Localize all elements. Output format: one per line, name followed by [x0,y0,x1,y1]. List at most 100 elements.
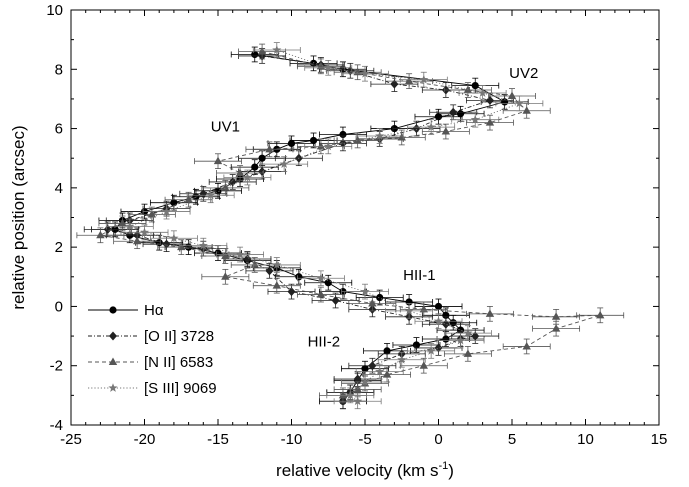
data-point [125,221,135,231]
y-tick-label: 0 [55,298,63,315]
data-point [360,68,370,78]
annotation-label: UV2 [509,65,538,82]
x-tick-label: -10 [281,431,303,448]
data-point [118,218,127,227]
data-point [309,136,318,145]
legend: Hα [O II] 3728 [N II] 6583 [S III] 9069 [82,295,252,407]
data-point [221,251,230,260]
data-point [287,139,296,147]
data-point [338,138,347,148]
data-point [433,316,444,326]
data-point [456,110,465,118]
x-tick-label: -15 [207,431,229,448]
annotation-label: UV1 [211,119,240,136]
data-point [316,141,326,150]
data-point [353,374,362,384]
data-point [434,343,443,353]
data-point [258,154,266,162]
data-point [419,74,429,84]
data-point [132,236,142,245]
data-point [441,127,451,135]
data-point [250,260,259,268]
legend-marker [108,383,118,392]
x-axis-title-superscript: -1 [439,460,449,472]
y-tick-label: 8 [55,61,63,78]
data-point [272,281,281,289]
data-point [449,319,457,327]
data-point [242,172,252,182]
data-point [485,118,495,126]
data-point [434,302,443,311]
data-point [412,124,421,134]
data-point [235,249,245,259]
data-point [463,328,473,337]
data-point [551,312,561,320]
data-point [375,366,385,376]
y-tick-label: 4 [55,180,63,197]
data-point [155,239,163,247]
data-point [375,131,385,140]
series-1 [83,48,514,410]
data-point [221,272,230,280]
data-point [434,113,443,121]
data-point [485,95,494,105]
data-point [346,66,355,76]
data-point [463,349,473,357]
legend-label: [N II] 6583 [144,354,213,371]
legend-label: [S III] 9069 [144,380,217,397]
data-point [103,224,112,234]
y-tick-label: -4 [50,417,63,434]
data-point [316,273,326,283]
data-point [213,156,223,165]
data-point [522,341,531,350]
data-point [251,50,259,59]
data-point [221,183,230,191]
data-point [404,306,414,315]
data-point [214,249,222,257]
data-point [324,279,332,287]
data-point [522,106,531,114]
data-point [397,354,407,364]
data-point [426,346,436,355]
data-point [338,390,348,399]
y-tick-label: 2 [55,239,63,256]
data-point [265,266,274,276]
data-point [345,390,355,400]
annotation-label: HII-2 [308,333,341,350]
legend-background [82,295,252,407]
y-tick-label: 10 [46,2,63,19]
data-point [258,167,267,177]
x-axis-title-main: relative velocity (km s [276,461,438,480]
data-point [426,122,436,131]
y-tick-label: 6 [55,121,63,138]
data-point [228,177,237,187]
data-point [147,210,157,218]
legend-marker [109,306,117,314]
data-point [419,361,428,369]
data-point [272,260,282,269]
data-point [323,141,333,151]
data-point [184,195,193,203]
data-point [331,296,340,305]
data-point [478,88,488,97]
data-point [251,163,259,171]
legend-label: [O II] 3728 [144,328,214,345]
x-axis-title: relative velocity (km s-1) [276,460,454,480]
data-point [257,47,267,55]
data-point [295,273,303,281]
series-2 [76,43,625,404]
data-point [382,370,392,378]
data-point [206,190,216,200]
data-point [441,319,450,329]
data-point [507,91,517,99]
legend-marker [109,331,117,341]
data-point [316,290,326,298]
data-point [390,79,399,89]
data-point [162,239,171,249]
y-axis-title: relative position (arcsec) [9,125,28,309]
data-point [361,365,369,373]
series-line [99,51,601,396]
data-point [287,287,296,297]
data-point [235,168,245,177]
data-point [353,135,362,144]
